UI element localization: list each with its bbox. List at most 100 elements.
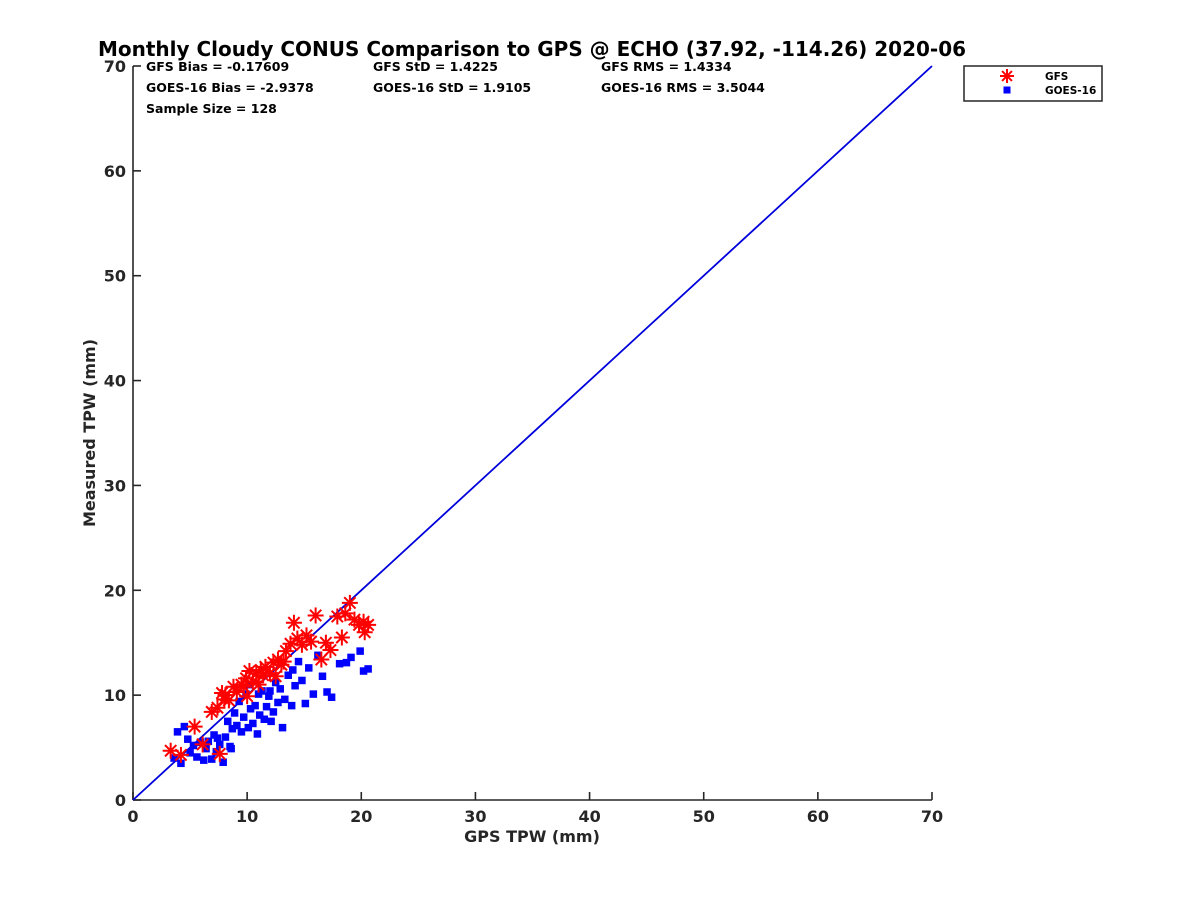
goes16-point [230,709,239,717]
gfs-point [303,633,320,650]
goes16-point [170,754,178,762]
y-tick-label: 20 [104,581,126,600]
gfs-point [360,616,377,633]
goes16-point [189,741,198,750]
gfs-point [285,614,302,631]
goes16-point [323,688,331,696]
goes16-point [227,744,235,753]
goes16-point [342,658,351,667]
goes16-point [246,705,255,713]
gfs-rms-text: GFS RMS = 1.4334 [601,59,732,74]
gfs-point [333,629,350,646]
goes16-point [244,723,253,732]
goes16-point [204,737,213,746]
x-tick-label: 40 [578,807,600,826]
goes16-bias-text: GOES-16 Bias = -2.9378 [146,80,314,95]
goes16-point [347,653,355,662]
series-gfs [162,594,377,763]
goes16-point [265,692,273,700]
x-tick-label: 10 [236,807,258,826]
goes16-point [301,699,310,708]
goes16-point [274,698,282,707]
legend: GFS GOES-16 [963,65,1103,102]
x-tick-label: 30 [464,807,486,826]
goes16-point [276,685,284,693]
goes16-point [237,728,246,736]
goes16-point [215,740,224,749]
gfs-point [275,653,292,670]
gfs-point [216,691,233,708]
goes16-point [251,701,259,710]
gfs-point [209,699,226,716]
goes16-point [173,728,182,736]
goes16-point [213,734,222,742]
x-tick-label: 0 [127,807,138,826]
x-tick-label: 50 [693,807,715,826]
goes16-rms-text: GOES-16 RMS = 3.5044 [601,80,765,95]
x-tick-label: 60 [807,807,829,826]
gfs-point [255,667,272,684]
goes16-point [254,690,263,698]
legend-gfs-marker [1000,69,1014,83]
goes16-point [239,713,248,721]
goes16-point [255,711,264,719]
goes16-point [253,730,262,738]
x-tick-label: 70 [921,807,943,826]
goes16-point [193,753,201,761]
goes16-point [287,701,296,710]
points-layer [162,594,377,768]
goes16-point [294,657,303,666]
goes16-point [186,749,194,757]
y-tick-label: 70 [104,57,126,76]
gfs-point [211,745,228,762]
goes16-point [327,693,336,701]
legend-box [963,65,1103,102]
goes16-point [221,733,230,741]
goes16-point [260,715,269,724]
axes: 0 10 20 30 40 50 60 70 0 10 20 30 40 50 60 70 [104,57,943,826]
gfs-point [194,736,211,753]
goes16-point [180,722,189,731]
y-axis-label: Measured TPW (mm) [80,339,99,527]
gfs-point [307,607,324,624]
y-tick-label: 30 [104,476,126,495]
goes16-point [356,647,364,655]
y-tick-label: 50 [104,267,126,286]
goes16-point [219,758,227,767]
gfs-point [322,642,339,659]
gfs-point [355,613,372,630]
goes16-point [235,697,243,706]
gfs-bias-text: GFS Bias = -0.17609 [146,59,289,74]
goes16-point [309,690,318,698]
goes16-point [335,659,344,668]
legend-label: GOES-16 [1045,85,1096,97]
x-axis-label: GPS TPW (mm) [464,827,600,846]
gfs-point [267,668,284,685]
y-tick-label: 10 [104,686,126,705]
goes16-point [289,666,297,674]
gfs-point [172,746,189,763]
goes16-std-text: GOES-16 StD = 1.9105 [373,80,531,95]
goes16-point [281,695,289,704]
goes16-point [262,702,271,711]
goes16-point [298,676,306,685]
goes16-point [284,671,292,679]
goes16-point [233,721,241,730]
gfs-std-text: GFS StD = 1.4225 [373,59,498,74]
sample-size-text: Sample Size = 128 [146,101,277,116]
legend-goes16-marker [1003,86,1011,94]
gfs-point [313,651,330,668]
gfs-point [235,678,252,695]
stats-panel: GFS Bias = -0.17609 GFS StD = 1.4225 GFS R… [146,59,765,116]
goes16-point [278,723,287,732]
goes16-point [266,687,274,695]
gfs-point [341,594,358,611]
y-tick-label: 40 [104,372,126,391]
goes16-point [269,708,278,716]
goes16-point [223,717,232,726]
goes16-point [249,719,257,728]
y-tick-label: 60 [104,162,126,181]
goes16-point [228,724,237,733]
goes16-point [364,665,372,673]
